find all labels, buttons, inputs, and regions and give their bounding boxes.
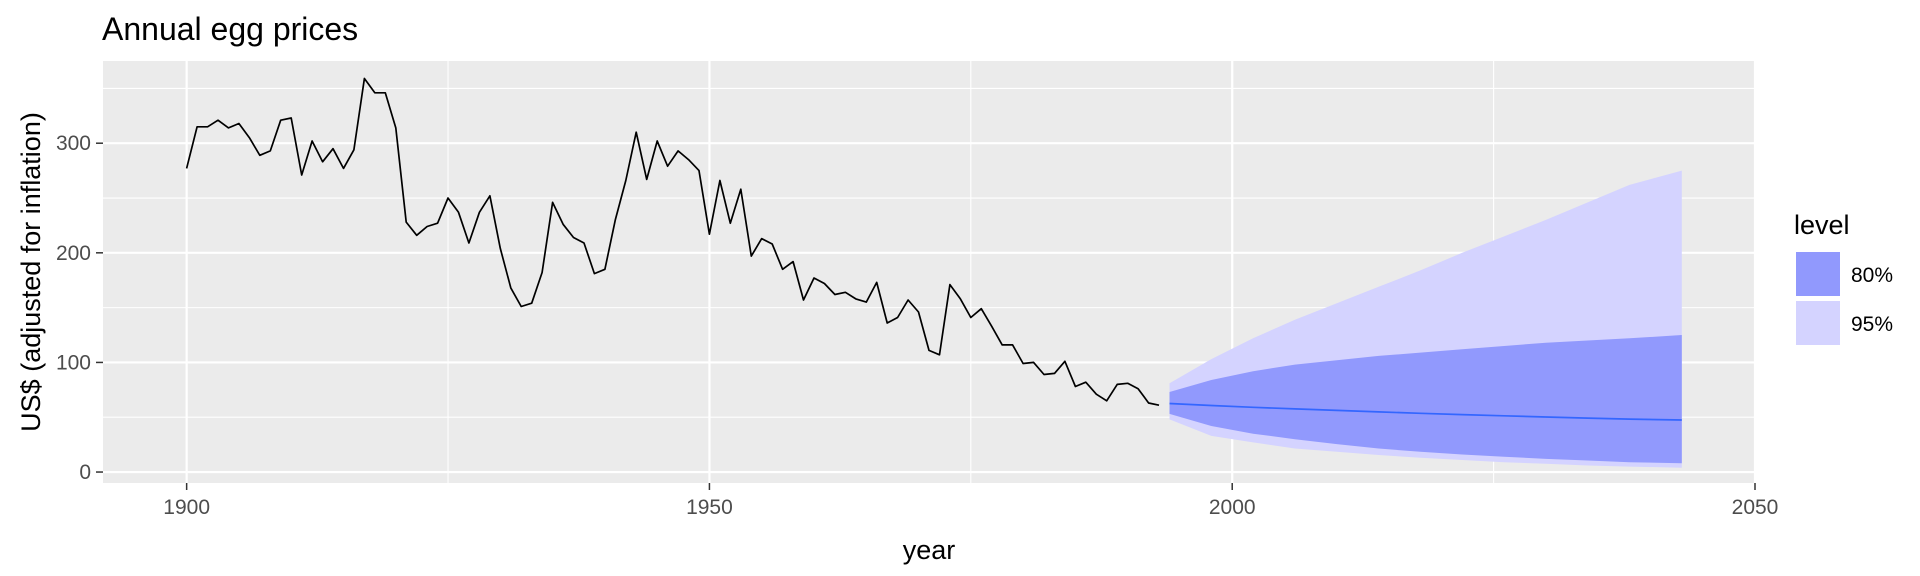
forecast-mean-line: [1169, 402, 1682, 421]
x-tick-label: 1900: [163, 496, 210, 519]
legend-key-95: [1796, 301, 1840, 345]
legend: level 80% 95%: [1794, 210, 1893, 345]
x-tick-label: 2000: [1209, 496, 1256, 519]
legend-key-80: [1796, 252, 1840, 296]
x-axis: 1900 1950 2000 2050: [163, 483, 1778, 519]
legend-label-95: 95%: [1851, 313, 1893, 336]
chart-title: Annual egg prices: [102, 11, 358, 47]
x-axis-title: year: [903, 535, 956, 565]
y-axis-title: US$ (adjusted for inflation): [16, 112, 46, 432]
history-line: [185, 77, 1160, 407]
y-tick-label: 0: [79, 461, 91, 484]
legend-label-80: 80%: [1851, 264, 1893, 287]
x-tick-label: 2050: [1732, 496, 1779, 519]
y-tick-label: 300: [56, 132, 91, 155]
y-axis: 0 100 200 300: [56, 132, 103, 484]
series-lines: [185, 77, 1682, 421]
legend-title: level: [1794, 210, 1850, 240]
band-80: [1169, 335, 1682, 464]
forecast-intervals: [1169, 170, 1682, 468]
y-tick-label: 100: [56, 351, 91, 374]
y-tick-label: 200: [56, 242, 91, 265]
x-tick-label: 1950: [686, 496, 733, 519]
